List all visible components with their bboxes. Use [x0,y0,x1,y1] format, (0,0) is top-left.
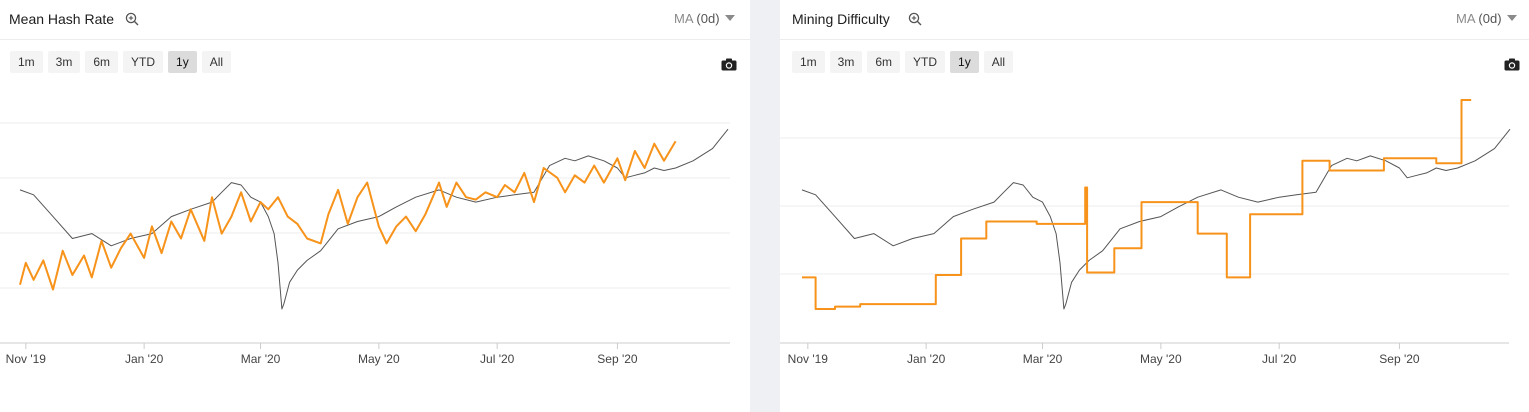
price-series-line [801,128,1511,310]
x-tick-label: Jan '20 [125,352,164,366]
range-button-6m[interactable]: 6m [85,51,119,73]
ma-label: MA [674,11,693,26]
range-selector: 1m 3m 6m YTD 1y All [792,51,1018,73]
range-button-1y[interactable]: 1y [950,51,979,73]
x-tick-label: Mar '20 [241,352,281,366]
range-button-6m[interactable]: 6m [867,51,901,73]
x-tick-label: Sep '20 [1379,352,1420,366]
mining-difficulty-chart: Nov '19 Jan '20 Mar '20 May '20 Jul '20 Sep '… [780,99,1511,366]
range-button-1m[interactable]: 1m [792,51,825,73]
range-button-1y[interactable]: 1y [168,51,197,73]
ma-select[interactable]: MA (0d) [674,11,735,26]
panel-header: Mining Difficulty MA (0d) [780,0,1529,40]
camera-icon[interactable] [1504,58,1520,71]
x-tick-label: Jul '20 [1262,352,1297,366]
panel-header: Mean Hash Rate MA (0d) [0,0,750,40]
x-tick-label: May '20 [1140,352,1182,366]
price-series-line [19,128,729,310]
x-tick-label: May '20 [358,352,400,366]
ma-value: (0d) [1478,11,1502,26]
ma-label: MA [1456,11,1475,26]
range-button-all[interactable]: All [201,51,232,73]
range-button-1m[interactable]: 1m [10,51,43,73]
metric-series-line [19,140,677,291]
panel-title: Mining Difficulty [792,11,890,27]
mean-hash-rate-chart: Nov '19 Jan '20 Mar '20 May '20 Jul '20 Sep '… [0,122,730,366]
mean-hash-rate-panel: Nov '19 Jan '20 Mar '20 May '20 Jul '20 Sep '… [0,0,750,412]
x-tick-label: Mar '20 [1023,352,1063,366]
range-button-all[interactable]: All [983,51,1014,73]
ma-value: (0d) [696,11,720,26]
zoom-in-icon[interactable] [125,12,139,26]
mining-difficulty-panel: Nov '19 Jan '20 Mar '20 May '20 Jul '20 Sep '… [780,0,1529,412]
range-button-3m[interactable]: 3m [829,51,863,73]
metric-series-line [802,99,1472,310]
x-tick-label: Jan '20 [907,352,946,366]
x-tick-label: Nov '19 [788,352,829,366]
zoom-in-icon[interactable] [908,12,922,26]
range-button-ytd[interactable]: YTD [123,51,164,73]
x-tick-label: Nov '19 [6,352,47,366]
range-button-3m[interactable]: 3m [47,51,81,73]
ma-select[interactable]: MA (0d) [1456,11,1517,26]
panel-title: Mean Hash Rate [9,11,115,27]
camera-icon[interactable] [721,58,737,71]
range-button-ytd[interactable]: YTD [905,51,946,73]
x-tick-label: Sep '20 [597,352,638,366]
chevron-down-icon [724,15,735,21]
x-tick-label: Jul '20 [480,352,515,366]
chevron-down-icon [1506,15,1517,21]
range-selector: 1m 3m 6m YTD 1y All [10,51,236,73]
